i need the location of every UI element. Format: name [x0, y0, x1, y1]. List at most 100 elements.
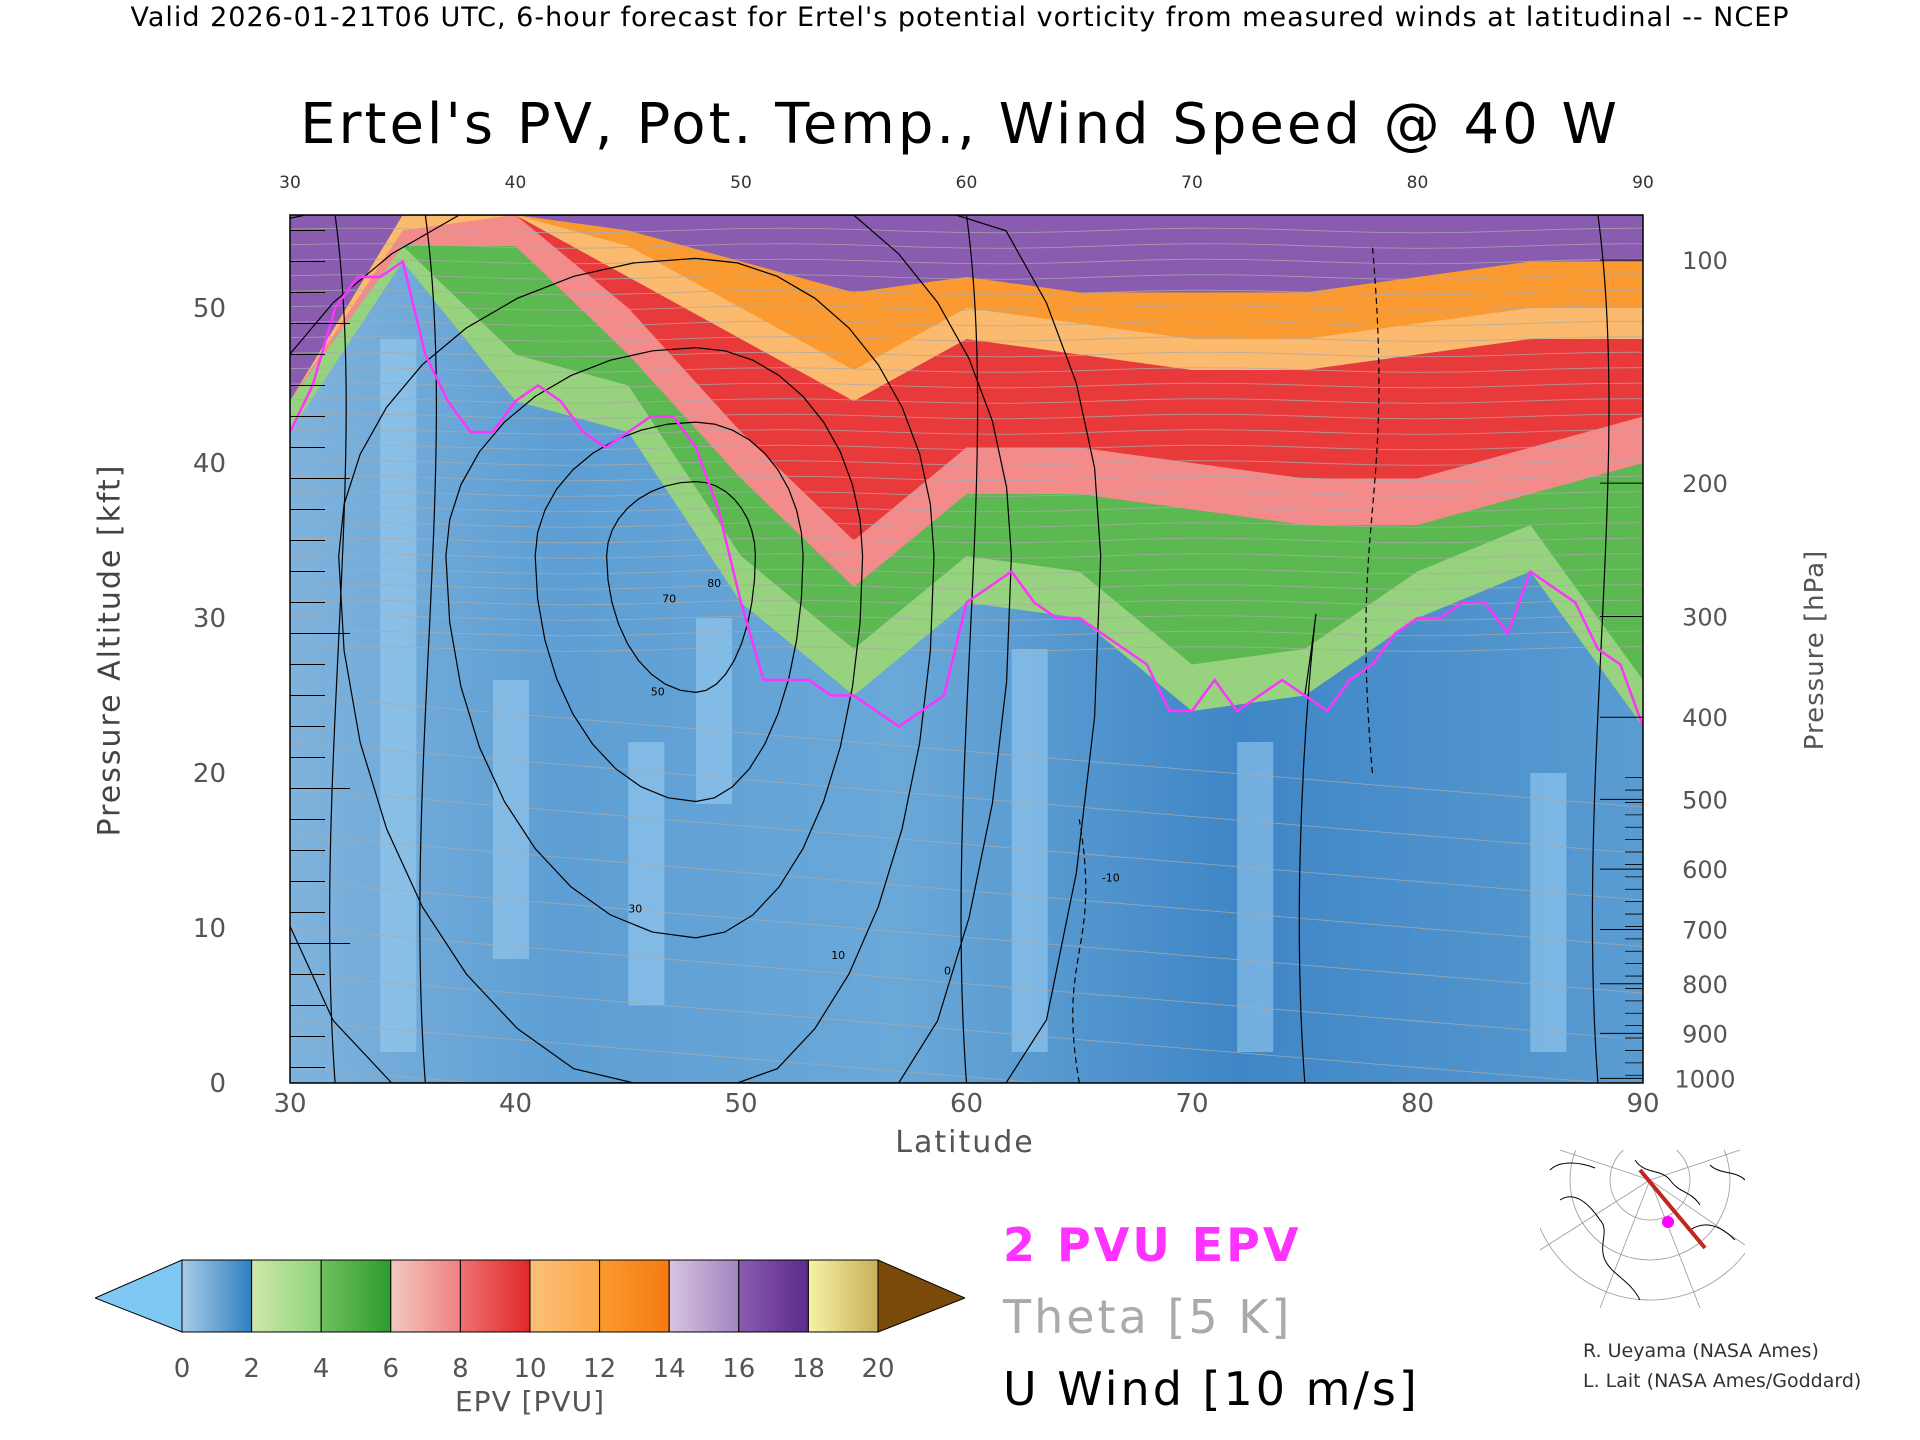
theta-contour-37: [290, 506, 1643, 513]
top-x-tick-label: 90: [1632, 173, 1654, 193]
pressure-axis-label: Pressure [hPa]: [1800, 549, 1830, 751]
forecast-header: Valid 2026-01-21T06 UTC, 6-hour forecast…: [130, 2, 1790, 33]
location-marker: [1662, 1216, 1674, 1228]
colorbar-under-triangle: [95, 1259, 183, 1333]
theta-contour-42: [290, 429, 1643, 435]
theta-contour-38: [290, 491, 1643, 497]
theta-contour-49: [290, 320, 1643, 327]
light-blue-streaks: [380, 339, 1567, 1052]
pv-streak-3: [695, 618, 732, 804]
plot-frame: [289, 214, 1644, 1084]
wind-contour-label: 50: [651, 686, 665, 699]
x-axis-label: Latitude: [895, 1125, 1035, 1160]
top-x-tick-label: 70: [1181, 173, 1203, 193]
colorbar-segment-12-14: [599, 1259, 670, 1333]
top-x-tick-label: 60: [956, 173, 978, 193]
pressure-tick-label: 400: [1682, 704, 1728, 732]
green-band: [290, 246, 1643, 727]
colorbar-segment-4-6: [320, 1259, 392, 1333]
x-tick-label: 60: [950, 1089, 983, 1119]
colorbar-segment-10-12: [529, 1259, 601, 1333]
wind-contour-negative-0: [1072, 819, 1087, 1083]
theta-contour-16: [290, 834, 1643, 948]
pressure-tick-label: 800: [1682, 971, 1728, 999]
y-tick-label: 30: [193, 604, 226, 634]
theta-contour-55: [290, 227, 1643, 234]
chart-title: Ertel's PV, Pot. Temp., Wind Speed @ 40 …: [300, 92, 1620, 157]
theta-contour-53: [290, 258, 1643, 265]
x-axis-ticks: 30 40 50 60 70 80 90: [273, 1089, 1659, 1119]
polar-map-icon: [1540, 1150, 1745, 1308]
theta-contour-40: [290, 460, 1643, 466]
theta-contour-45: [290, 382, 1643, 389]
wind-contours: -10 0 10 30 50 70 80: [290, 215, 1610, 1083]
wind-contour-50: [445, 347, 864, 939]
wind-contour-vertical-2: [960, 215, 979, 1083]
x-tick-label: 40: [499, 1089, 532, 1119]
epv-cross-section: -10 0 10 30 50 70 80: [290, 215, 1643, 1083]
tropopause-2pvu-line: [290, 259, 1643, 729]
top-latitude-ticks: 30 40 50 60 70 80 90: [279, 173, 1654, 193]
pressure-tick-label: 300: [1682, 603, 1728, 631]
y-tick-label: 0: [209, 1069, 226, 1099]
colorbar-segment-8-10: [459, 1259, 531, 1333]
wind-contour-label: -10: [1102, 872, 1120, 885]
theta-contour-52: [290, 274, 1643, 280]
wind-contour-label: 70: [662, 593, 676, 606]
theta-contour-28: [290, 646, 1643, 652]
theta-contour-46: [290, 367, 1643, 373]
wind-contour-vertical-4: [1591, 215, 1610, 1083]
pv-streak-2: [628, 742, 665, 1006]
pressure-tick-label: 1000: [1674, 1065, 1735, 1093]
credit-line-2: L. Lait (NASA Ames/Goddard): [1583, 1370, 1862, 1392]
pressure-tick-label: 200: [1682, 470, 1728, 498]
y-tick-label: 50: [193, 294, 226, 324]
theta-contours: [290, 227, 1643, 1083]
y-tick-label: 20: [193, 759, 226, 789]
credit-line-1: R. Ueyama (NASA Ames): [1583, 1340, 1819, 1362]
x-tick-label: 30: [273, 1089, 306, 1119]
theta-contour-29: [290, 630, 1643, 637]
y-tick-label: 40: [193, 449, 226, 479]
y-axis-label: Pressure Altitude [kft]: [92, 463, 128, 837]
colorbar-label: EPV [PVU]: [454, 1385, 606, 1418]
colorbar-segment-0-2: [181, 1259, 253, 1333]
pressure-tick-label: 500: [1682, 786, 1728, 814]
theta-contour-19: [290, 788, 1643, 901]
theta-contour-32: [290, 584, 1643, 590]
theta-contour-33: [290, 568, 1643, 575]
colorbar-segment-6-8: [390, 1259, 461, 1333]
wind-contour-negative-1: [1365, 245, 1380, 774]
pressure-tick-label: 900: [1682, 1020, 1728, 1048]
pressure-axis-ticks: 100 200 300 400 500 600 700 800 900 1000: [1600, 247, 1736, 1093]
x-tick-label: 50: [724, 1089, 757, 1119]
colorbar-over-triangle: [877, 1259, 965, 1333]
theta-contour-41: [290, 444, 1643, 451]
legend-theta: Theta [5 K]: [1003, 1290, 1293, 1344]
x-tick-label: 70: [1175, 1089, 1208, 1119]
wind-contour-80: [605, 480, 756, 694]
colorbar-segment-16-18: [738, 1259, 809, 1333]
colorbar-segment-14-16: [668, 1259, 740, 1333]
pressure-tick-label: 600: [1682, 856, 1728, 884]
theta-contour-43: [290, 413, 1643, 420]
theta-contour-50: [290, 305, 1643, 311]
wind-contour-label: 10: [831, 949, 845, 962]
colorbar-segment-2-4: [251, 1259, 322, 1333]
theta-contour-10: [290, 927, 1643, 1041]
theta-contour-7: [290, 974, 1611, 1083]
wind-contour-vertical-3: [1298, 613, 1317, 1083]
top-x-tick-label: 40: [505, 173, 527, 193]
x-tick-label: 90: [1626, 1089, 1659, 1119]
y-tick-label: 10: [193, 914, 226, 944]
y-axis-ticks: 0 10 20 30 40 50: [193, 230, 350, 1099]
x-tick-label: 80: [1401, 1089, 1434, 1119]
top-x-tick-label: 30: [279, 173, 301, 193]
pressure-tick-label: 100: [1682, 247, 1728, 275]
theta-contour-25: [290, 695, 1643, 808]
epv-colorbar: [95, 1259, 965, 1333]
wind-contour-30: [338, 257, 935, 1083]
wind-contour-vertical-1: [419, 215, 437, 1083]
wind-contour-70: [534, 421, 804, 803]
